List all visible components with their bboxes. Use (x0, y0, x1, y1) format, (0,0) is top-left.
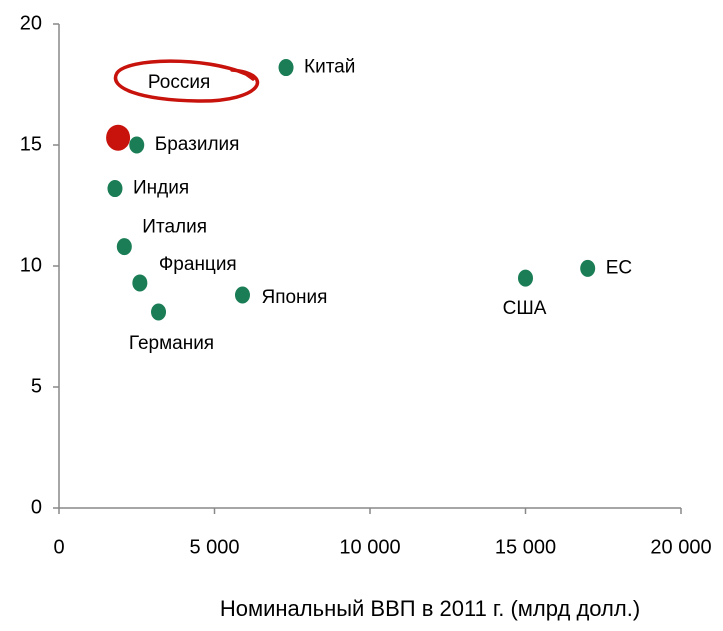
point-label: Китай (304, 57, 355, 78)
x-tick-label: 20 000 (650, 536, 711, 558)
point-label: ЕС (606, 257, 632, 278)
point-label: Индия (133, 178, 189, 199)
point (106, 124, 131, 151)
x-tick-label: 0 (53, 536, 64, 558)
point (132, 274, 148, 292)
point (234, 286, 250, 304)
point (580, 259, 596, 277)
point-label: Япония (261, 287, 327, 308)
x-axis-title: Номинальный ВВП в 2011 г. (млрд долл.) (220, 596, 640, 621)
y-tick-label: 20 (20, 12, 42, 34)
point-label: Германия (129, 333, 214, 354)
point (518, 269, 533, 287)
y-tick-label: 10 (20, 254, 42, 276)
y-tick-label: 15 (20, 133, 42, 155)
point-label: Италия (142, 217, 207, 238)
point-label: США (503, 298, 547, 319)
x-tick-label: 10 000 (339, 536, 400, 558)
point-label: Франция (159, 254, 237, 275)
annotation-ellipse (113, 59, 260, 103)
point (107, 180, 123, 198)
y-tick-label: 5 (31, 375, 42, 397)
point (129, 136, 145, 154)
point (151, 303, 167, 321)
y-tick-label: 0 (31, 496, 42, 518)
x-tick-label: 5 000 (189, 536, 239, 558)
x-tick-label: 15 000 (495, 536, 556, 558)
point-label: Россия (148, 72, 210, 93)
point (116, 238, 132, 256)
point (278, 59, 294, 77)
point-label: Бразилия (155, 134, 240, 155)
